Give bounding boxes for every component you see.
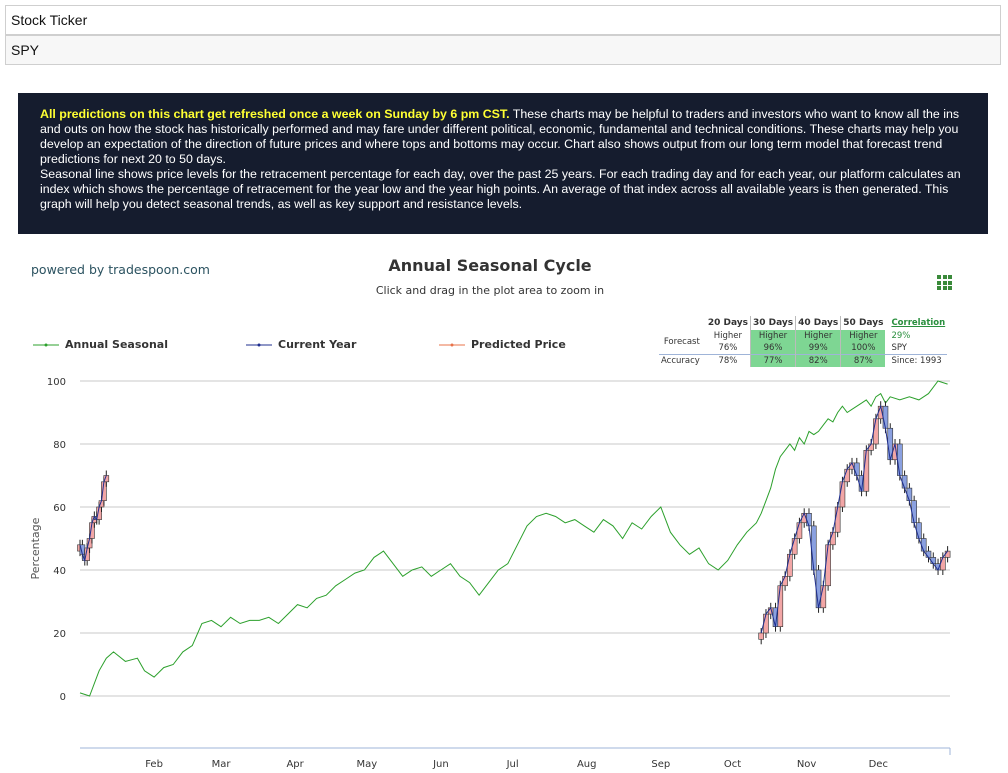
forecast-dir: Higher xyxy=(713,331,743,341)
accuracy-value: 82% xyxy=(795,354,841,367)
candle-body xyxy=(873,418,879,445)
candle-body xyxy=(777,585,784,628)
series-candles-current-year xyxy=(77,401,951,645)
candle-body xyxy=(901,475,908,489)
candle-body xyxy=(839,481,846,508)
candle-body xyxy=(944,550,951,558)
series-line-current-year xyxy=(760,404,948,634)
stock-ticker-label-field: Stock Ticker xyxy=(5,5,1001,35)
forecast-dir: Higher xyxy=(840,330,886,342)
x-tick-label: Mar xyxy=(212,759,232,770)
accuracy-value: 78% xyxy=(718,356,738,366)
candle-body xyxy=(897,443,903,476)
y-tick-label: 60 xyxy=(53,503,66,514)
candle-body xyxy=(940,557,946,571)
x-tick-label: May xyxy=(356,759,377,770)
candle-body xyxy=(868,443,874,451)
forecast-pct: 96% xyxy=(749,342,796,355)
forecast-pct: 99% xyxy=(795,342,841,355)
candle-body xyxy=(763,613,769,634)
candle-body xyxy=(916,522,922,539)
candle-body xyxy=(906,487,913,502)
y-tick-label: 80 xyxy=(53,440,66,451)
candle-body xyxy=(782,575,788,587)
legend-item-annual-seasonal[interactable]: Annual Seasonal xyxy=(33,338,168,351)
candle-body xyxy=(787,553,793,577)
x-tick-label: Aug xyxy=(577,759,597,770)
stock-ticker-value: SPY xyxy=(11,42,40,58)
candle-body xyxy=(806,512,812,527)
series-line-annual-seasonal xyxy=(79,380,948,697)
accuracy-value: 87% xyxy=(840,354,886,367)
candle-body xyxy=(830,531,836,546)
candle-body xyxy=(911,500,917,524)
chart-title: Annual Seasonal Cycle xyxy=(388,256,592,275)
x-tick-label: Jun xyxy=(432,759,449,770)
x-tick-label: Feb xyxy=(145,759,163,770)
legend-label: Predicted Price xyxy=(471,338,566,351)
legend-item-current-year[interactable]: Current Year xyxy=(246,338,356,351)
candle-body xyxy=(863,449,870,492)
legend-line-seasonal xyxy=(33,343,59,346)
candle-body xyxy=(882,405,889,429)
chart-subtitle: Click and drag in the plot area to zoom … xyxy=(375,284,605,297)
candle-body xyxy=(844,468,851,483)
chart-menu-icon[interactable] xyxy=(937,275,952,290)
candle-body xyxy=(920,538,927,552)
accuracy-label: Accuracy xyxy=(661,356,700,366)
banner-text-2: Seasonal line shows price levels for the… xyxy=(40,167,961,211)
stock-ticker-input[interactable]: SPY xyxy=(5,35,1001,65)
x-tick-label: Apr xyxy=(286,759,304,770)
stats-since: Since: 1993 xyxy=(891,356,942,366)
y-axis-title: Percentage xyxy=(29,517,42,579)
banner-text-1: These charts may be helpful to traders a… xyxy=(40,107,960,166)
series-line-current-year xyxy=(79,475,107,563)
candle-body xyxy=(810,525,817,571)
legend-line-predicted xyxy=(439,343,465,346)
y-tick-label: 0 xyxy=(60,692,66,703)
forecast-dir: Higher xyxy=(749,330,796,342)
banner-highlight: All predictions on this chart get refres… xyxy=(40,107,510,121)
legend-label: Current Year xyxy=(278,338,357,351)
correlation-value: 29% xyxy=(891,331,911,341)
y-tick-label: 40 xyxy=(53,566,66,577)
candle-body xyxy=(796,522,803,539)
stock-ticker-label: Stock Ticker xyxy=(11,12,88,28)
candle-body xyxy=(758,632,764,640)
stats-header: 30 Days xyxy=(749,316,796,330)
forecast-dir: Higher xyxy=(795,330,841,342)
x-tick-label: Nov xyxy=(797,759,817,770)
powered-by-link[interactable]: powered by tradespoon.com xyxy=(31,262,210,277)
correlation-link[interactable]: Correlation xyxy=(891,318,946,328)
legend-line-current xyxy=(246,343,272,346)
candle-body xyxy=(925,550,932,558)
candle-body xyxy=(791,538,798,555)
forecast-pct: 100% xyxy=(840,342,886,355)
y-tick-label: 20 xyxy=(53,629,66,640)
x-tick-label: Dec xyxy=(869,759,888,770)
stats-symbol: SPY xyxy=(891,343,907,353)
candle-body xyxy=(834,506,841,533)
x-tick-label: Jul xyxy=(506,759,519,770)
info-banner: All predictions on this chart get refres… xyxy=(18,93,988,234)
forecast-pct: 76% xyxy=(718,343,738,353)
y-tick-label: 100 xyxy=(47,377,66,388)
x-tick-label: Sep xyxy=(651,759,670,770)
forecast-stats-table: 20 Days 30 Days 40 Days 50 Days Correlat… xyxy=(659,316,948,367)
candle-body xyxy=(825,544,831,587)
legend-item-predicted-price[interactable]: Predicted Price xyxy=(439,338,566,351)
x-tick-label: Oct xyxy=(724,759,741,770)
stats-header: 50 Days xyxy=(840,316,886,330)
stats-header: 40 Days xyxy=(795,316,841,330)
candle-body xyxy=(853,462,860,476)
forecast-label: Forecast xyxy=(663,337,700,347)
accuracy-value: 77% xyxy=(749,354,796,367)
stats-header: 20 Days xyxy=(707,318,748,328)
candle-body xyxy=(815,569,822,609)
candle-body xyxy=(820,585,827,609)
legend-label: Annual Seasonal xyxy=(65,338,168,351)
